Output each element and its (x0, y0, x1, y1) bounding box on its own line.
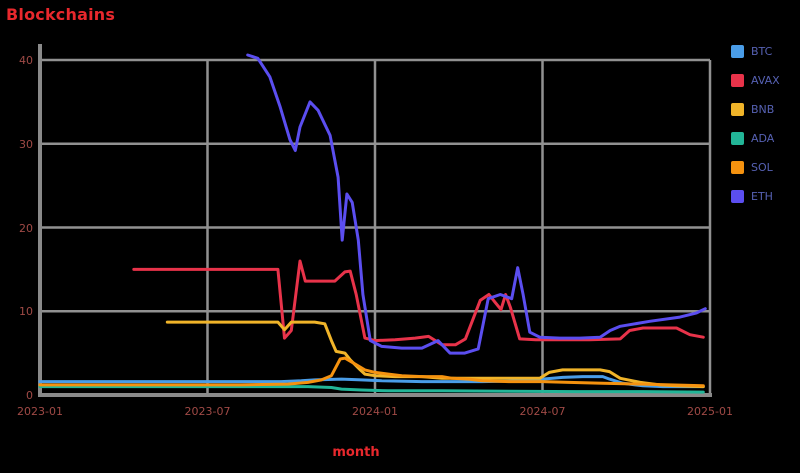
series-line-sol (38, 356, 705, 388)
series-line-avax (132, 259, 705, 347)
x-tick-label: 2023-01 (17, 405, 63, 418)
legend-swatch-icon (731, 74, 744, 87)
series-line-btc (38, 375, 705, 389)
legend-label: SOL (751, 161, 773, 174)
legend-item-avax[interactable]: AVAX (731, 74, 780, 87)
legend-swatch-icon (731, 190, 744, 203)
series-line-ada (38, 385, 705, 394)
y-tick-label: 20 (19, 221, 33, 235)
legend: BTC AVAX BNB ADA SOL ETH (731, 45, 780, 203)
y-tick-label: 30 (19, 137, 33, 151)
legend-item-bnb[interactable]: BNB (731, 103, 780, 116)
legend-item-btc[interactable]: BTC (731, 45, 780, 58)
y-tick-label: 40 (19, 54, 33, 67)
chart-title: Blockchains (6, 5, 116, 24)
legend-label: AVAX (751, 74, 780, 87)
legend-swatch-icon (731, 161, 744, 174)
legend-label: ADA (751, 132, 775, 145)
y-tick-label: 0 (26, 389, 33, 402)
x-tick-label: 2024-07 (519, 405, 566, 418)
x-axis-title: month (332, 445, 380, 460)
x-tick-label: 2025-01 (687, 405, 733, 418)
legend-label: BNB (751, 103, 775, 116)
x-tick-label: 2024-01 (352, 405, 398, 418)
legend-item-sol[interactable]: SOL (731, 161, 780, 174)
legend-item-eth[interactable]: ETH (731, 190, 780, 203)
legend-swatch-icon (731, 103, 744, 116)
legend-label: ETH (751, 190, 773, 203)
x-tick-label: 2023-07 (184, 405, 231, 418)
legend-label: BTC (751, 45, 773, 58)
legend-swatch-icon (731, 45, 744, 58)
legend-item-ada[interactable]: ADA (731, 132, 780, 145)
y-tick-label: 10 (19, 305, 33, 319)
series-line-eth (246, 53, 707, 355)
legend-swatch-icon (731, 132, 744, 145)
